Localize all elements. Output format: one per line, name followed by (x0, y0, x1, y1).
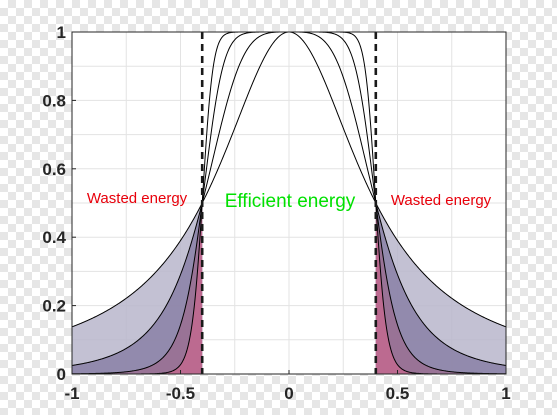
wasted-region-order-16-left (72, 203, 203, 374)
x-axis: -1 -0.5 0 0.5 1 (64, 370, 511, 403)
x-tick-label: 0 (284, 384, 293, 403)
wasted-region-order-16-right (375, 203, 506, 374)
x-tick-label: -0.5 (166, 384, 195, 403)
wasted-region-order-4-left (72, 203, 203, 374)
y-tick-label: 0 (57, 365, 66, 384)
y-tick-label: 0.8 (42, 91, 66, 110)
x-tick-label: -1 (64, 384, 79, 403)
x-tick-label: 1 (501, 384, 510, 403)
y-tick-label: 0.6 (42, 160, 66, 179)
annotation-wasted-right: Wasted energy (391, 192, 492, 209)
wasted-region-order-4-right (375, 203, 506, 374)
wasted-energy-regions (72, 203, 506, 374)
y-axis: 0 0.2 0.4 0.6 0.8 1 (42, 23, 76, 384)
annotation-efficient: Efficient energy (225, 191, 356, 212)
annotation-wasted-left: Wasted energy (87, 190, 188, 207)
cutoff-lines (200, 32, 378, 374)
y-tick-label: 0.4 (42, 228, 66, 247)
y-tick-label: 0.2 (42, 297, 66, 316)
y-tick-label: 1 (57, 23, 66, 42)
x-tick-label: 0.5 (386, 384, 410, 403)
